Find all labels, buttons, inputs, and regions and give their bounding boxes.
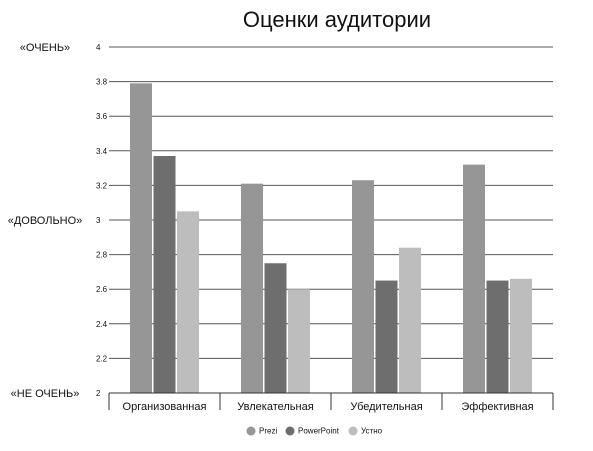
legend-swatch — [348, 426, 358, 436]
bar — [399, 247, 421, 393]
bar — [153, 155, 176, 393]
y-tick-label: 2.2 — [96, 354, 108, 363]
bar — [375, 280, 398, 393]
y-tick-label: 2.8 — [96, 251, 108, 260]
legend-label: PowerPoint — [298, 427, 340, 436]
gridlines — [109, 46, 553, 359]
legend-label: Prezi — [259, 427, 277, 436]
bar — [177, 211, 199, 393]
y-tick-label: 2.4 — [96, 320, 108, 329]
x-tick-label: Организованная — [123, 401, 207, 413]
y-axis-ticks: 2 2.2 2.4 2.6 2.8 3 3.2 3.4 3.6 3.8 4 — [96, 43, 108, 398]
bar — [241, 183, 263, 393]
bar — [130, 83, 152, 393]
bar — [463, 164, 485, 393]
y-tick-label: 3.4 — [96, 147, 108, 156]
bar — [288, 289, 310, 393]
y-tick-label: 3.6 — [96, 112, 108, 121]
x-axis: Организованная Увлекательная Убедительная Э… — [108, 392, 554, 413]
x-tick-label: Эффективная — [461, 401, 533, 413]
rating-scale-labels: «ОЧЕНЬ» «ДОВОЛЬНО» «НЕ ОЧЕНЬ» — [8, 42, 83, 400]
y-tick-label: 3.8 — [96, 78, 108, 87]
chart-title: Оценки аудитории — [243, 7, 431, 32]
legend: Prezi PowerPoint Устно — [246, 426, 383, 436]
bar — [352, 180, 374, 393]
bar — [264, 263, 287, 393]
bars — [130, 83, 532, 393]
x-tick-label: Убедительная — [350, 401, 422, 413]
legend-swatch — [285, 426, 295, 436]
scale-label: «ОЧЕНЬ» — [20, 42, 70, 54]
y-tick-label: 3 — [96, 216, 101, 225]
bar — [486, 280, 509, 393]
x-tick-label: Увлекательная — [237, 401, 313, 413]
y-tick-label: 3.2 — [96, 181, 108, 190]
y-tick-label: 2 — [96, 389, 101, 398]
scale-label: «НЕ ОЧЕНЬ» — [11, 388, 80, 400]
bar — [510, 278, 532, 393]
legend-swatch — [246, 426, 256, 436]
scale-label: «ДОВОЛЬНО» — [8, 215, 83, 227]
legend-label: Устно — [361, 427, 383, 436]
y-tick-label: 4 — [96, 43, 101, 52]
y-tick-label: 2.6 — [96, 285, 108, 294]
